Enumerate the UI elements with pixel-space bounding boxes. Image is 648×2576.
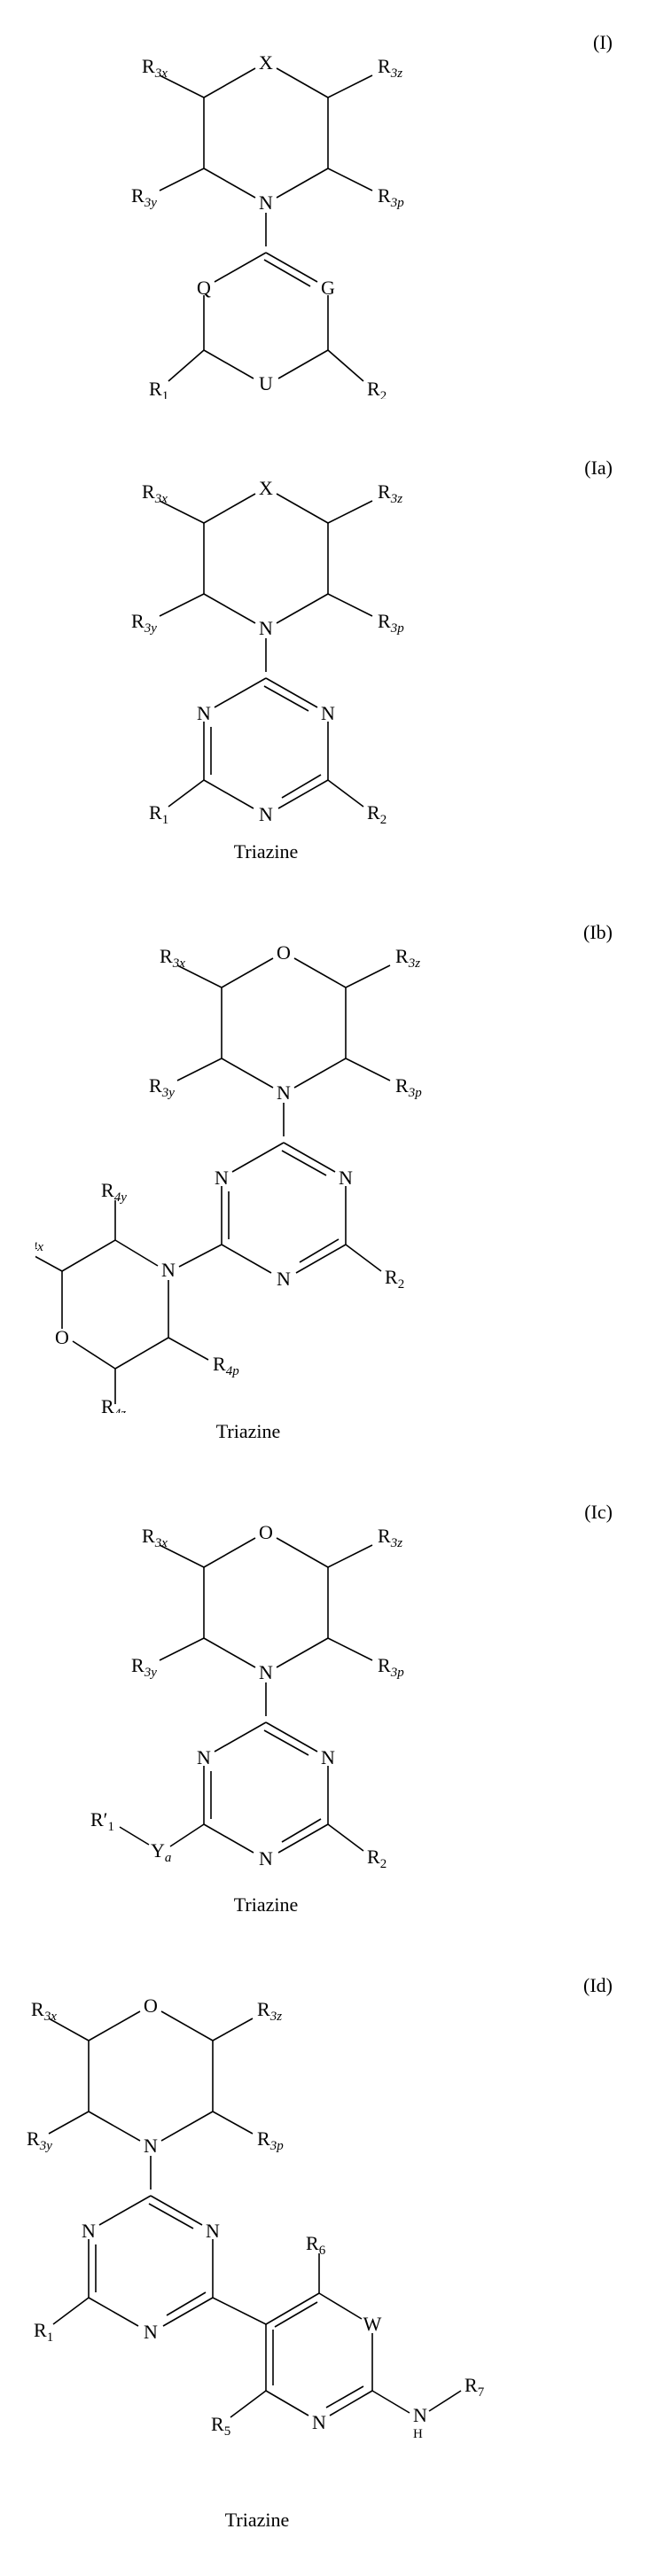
- r4x-label: R4x: [35, 1229, 43, 1254]
- structure-block-Ib: (Ib): [18, 917, 630, 1443]
- r3x-label: R3x: [142, 1525, 168, 1550]
- n-atom: N: [144, 2321, 158, 2343]
- r1-label: R1: [149, 801, 168, 827]
- structure-block-Id: (Id): [18, 1970, 630, 2532]
- r3p-label: R3p: [378, 610, 404, 636]
- n-atom: N: [82, 2220, 96, 2242]
- r7-label: R7: [465, 2374, 485, 2400]
- r3y-label: R3y: [131, 184, 157, 210]
- structure-svg-wrap: O N N N N N O R3x R3z R3y R3p R2 R4y R4x…: [35, 917, 461, 1443]
- n-atom: N: [312, 2411, 326, 2433]
- structure-block-Ia: (Ia): [18, 452, 630, 863]
- structure-diagram: O N N N N R3x R3z R3y R3p R2 Ya R′1: [89, 1496, 443, 1886]
- structure-diagram: O N N N N N O R3x R3z R3y R3p R2 R4y R4x…: [35, 917, 461, 1413]
- h-label: H: [413, 2427, 423, 2441]
- n-atom: N: [197, 702, 211, 724]
- structure-svg-wrap: X N N N N R3x R3z R3y R3p R1 R2 Triazine: [71, 452, 461, 863]
- r3x-label: R3x: [31, 1998, 57, 2024]
- n-atom: N: [259, 803, 273, 825]
- structure-svg-wrap: O N N N N N W R3x R3z R3y R3p R1 R6 R5 N…: [27, 1970, 488, 2532]
- r6-label: R6: [306, 2232, 326, 2258]
- ya-label: Ya: [151, 1839, 171, 1865]
- r3z-label: R3z: [395, 945, 420, 971]
- n-atom: N: [161, 1259, 176, 1281]
- structure-svg-wrap: O N N N N R3x R3z R3y R3p R2 Ya R′1 Tria…: [71, 1496, 461, 1916]
- n-atom: N: [144, 2135, 158, 2157]
- r3p-label: R3p: [257, 2127, 284, 2153]
- caption: Triazine: [234, 840, 299, 863]
- r3p-label: R3p: [378, 1654, 404, 1680]
- r3p-label: R3p: [378, 184, 404, 210]
- r3z-label: R3z: [378, 480, 402, 506]
- structure-block-Ic: (Ic): [18, 1496, 630, 1916]
- r3y-label: R3y: [131, 1654, 157, 1680]
- hetero-top: O: [144, 1994, 158, 2017]
- r2-label: R2: [367, 1846, 386, 1871]
- nh-label: N: [413, 2404, 427, 2426]
- q-atom: Q: [197, 277, 211, 299]
- r3y-label: R3y: [27, 2127, 52, 2153]
- r4p-label: R4p: [213, 1353, 239, 1378]
- formula-label: (Id): [583, 1974, 613, 1997]
- n-atom: N: [277, 1081, 291, 1104]
- r1-label: R1: [149, 378, 168, 399]
- structure-svg-wrap: X N G Q U R3x R3z R3y R3p R1 R2: [71, 27, 461, 399]
- caption: Triazine: [216, 1420, 281, 1443]
- n-atom: N: [259, 1661, 273, 1683]
- hetero-top: X: [259, 477, 273, 499]
- r3x-label: R3x: [142, 480, 168, 506]
- hetero-top: O: [277, 941, 291, 964]
- o-atom: O: [55, 1326, 69, 1348]
- g-atom: G: [321, 277, 335, 299]
- n-atom: N: [277, 1268, 291, 1290]
- n-atom: N: [259, 1847, 273, 1870]
- r3x-label: R3x: [160, 945, 185, 971]
- caption: Triazine: [234, 1893, 299, 1916]
- r3z-label: R3z: [257, 1998, 282, 2024]
- r2-label: R2: [367, 378, 386, 399]
- n-atom: N: [215, 1167, 229, 1189]
- hetero-top: X: [259, 51, 273, 74]
- formula-label: (Ic): [584, 1501, 613, 1524]
- n-atom: N: [321, 702, 335, 724]
- structure-block-I: (I): [18, 27, 630, 399]
- n-atom: N: [197, 1746, 211, 1768]
- r3z-label: R3z: [378, 55, 402, 81]
- structure-diagram: O N N N N N W R3x R3z R3y R3p R1 R6 R5 N…: [27, 1970, 488, 2502]
- r3x-label: R3x: [142, 55, 168, 81]
- r4y-label: R4y: [101, 1179, 127, 1205]
- formula-label: (Ib): [583, 921, 613, 944]
- r3y-label: R3y: [131, 610, 157, 636]
- r3p-label: R3p: [395, 1074, 422, 1100]
- r1-label: R1: [34, 2319, 53, 2345]
- structure-diagram: X N N N N R3x R3z R3y R3p R1 R2: [106, 452, 425, 833]
- formula-label: (Ia): [584, 457, 613, 480]
- r2-label: R2: [385, 1266, 404, 1292]
- r1prime-label: R′1: [90, 1808, 114, 1834]
- structure-diagram: X N G Q U R3x R3z R3y R3p R1 R2: [106, 27, 425, 399]
- formula-label: (I): [593, 31, 613, 54]
- n-atom: N: [259, 191, 273, 214]
- n-atom: N: [321, 1746, 335, 1768]
- r2-label: R2: [367, 801, 386, 827]
- r5-label: R5: [211, 2413, 230, 2439]
- r3z-label: R3z: [378, 1525, 402, 1550]
- u-atom: U: [259, 372, 273, 394]
- r3y-label: R3y: [149, 1074, 175, 1100]
- n-atom: N: [339, 1167, 353, 1189]
- caption: Triazine: [225, 2509, 290, 2532]
- w-atom: W: [363, 2313, 382, 2335]
- n-atom: N: [206, 2220, 220, 2242]
- hetero-top: O: [259, 1521, 273, 1543]
- n-atom: N: [259, 617, 273, 639]
- r4z-label: R4z: [101, 1395, 126, 1413]
